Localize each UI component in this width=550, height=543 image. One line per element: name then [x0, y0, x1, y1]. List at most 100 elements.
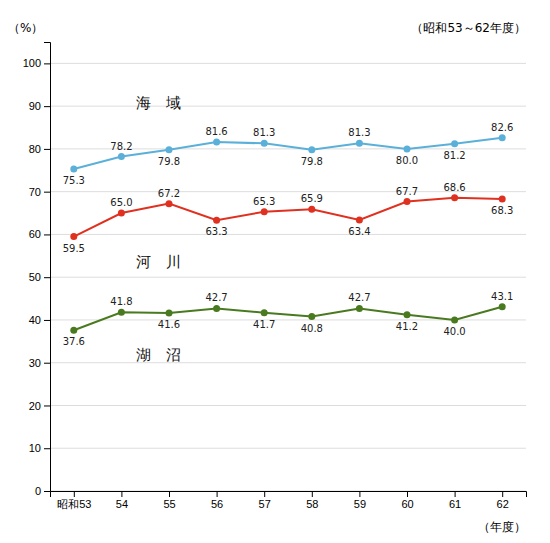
- y-tick-mark: [44, 63, 50, 64]
- point: [404, 145, 411, 152]
- y-tick-mark: [44, 149, 50, 150]
- x-tick: 55: [163, 491, 175, 510]
- point: [404, 198, 411, 205]
- x-tick: 62: [497, 491, 509, 510]
- x-tick: 54: [116, 491, 128, 510]
- subtitle: （昭和53～62年度）: [411, 21, 526, 35]
- data-label: 82.6: [491, 122, 513, 133]
- y-tick: 100: [23, 57, 50, 69]
- point: [356, 305, 363, 312]
- x-tick-mark: [359, 491, 360, 497]
- x-tick-mark: [169, 491, 170, 497]
- data-label: 68.3: [491, 205, 513, 216]
- x-tick-label: 62: [497, 498, 509, 510]
- y-tick: 0: [35, 485, 50, 497]
- data-label: 59.5: [63, 243, 85, 254]
- x-axis: 昭和53 54 55 56 57 58 59 60 61 62: [51, 491, 527, 510]
- data-label: 65.3: [253, 196, 275, 207]
- x-tick-label: 61: [449, 498, 461, 510]
- point: [166, 310, 173, 317]
- data-label: 79.8: [301, 156, 323, 167]
- point: [213, 305, 220, 312]
- marks: [70, 134, 505, 333]
- x-tick-mark: [407, 491, 408, 497]
- y-tick-label: 50: [29, 271, 41, 283]
- data-label: 78.2: [110, 141, 132, 152]
- y-tick-label: 10: [29, 442, 41, 454]
- grid-line: [50, 106, 526, 107]
- y-tick-mark: [44, 448, 50, 449]
- data-label: 65.9: [301, 193, 323, 204]
- data-label: 75.3: [63, 175, 85, 186]
- y-tick: 10: [29, 442, 50, 454]
- x-tick-label: 56: [211, 498, 223, 510]
- x-tick-label: 57: [259, 498, 271, 510]
- y-tick-label: 80: [29, 143, 41, 155]
- y-tick-mark: [44, 363, 50, 364]
- x-tick: 昭和53: [57, 491, 91, 510]
- x-tick-label: 55: [163, 498, 175, 510]
- plot: 昭和53545556575859606162010203040506070809…: [23, 43, 527, 510]
- y-tick-mark: [44, 234, 50, 235]
- data-label: 81.6: [205, 126, 227, 137]
- data-label: 81.3: [348, 127, 370, 138]
- x-tick-label: 59: [354, 498, 366, 510]
- y-axis: 0102030405060708090100: [23, 43, 51, 498]
- data-label: 81.2: [443, 150, 465, 161]
- data-label: 63.3: [205, 226, 227, 237]
- data-label: 65.0: [110, 197, 132, 208]
- y-tick-label: 40: [29, 314, 41, 326]
- y-tick: 90: [29, 100, 50, 112]
- data-label: 41.7: [253, 319, 275, 330]
- y-tick-label: 30: [29, 357, 41, 369]
- data-label: 80.0: [396, 155, 418, 166]
- point: [261, 140, 268, 147]
- x-tick-mark: [217, 491, 218, 497]
- point: [356, 216, 363, 223]
- y-tick-mark: [44, 405, 50, 406]
- grid-line: [50, 405, 526, 406]
- chart: 昭和53545556575859606162010203040506070809…: [0, 0, 550, 543]
- x-tick-mark: [312, 491, 313, 497]
- y-axis-line: [44, 43, 51, 492]
- y-label: （%）: [8, 21, 43, 35]
- y-tick: 40: [29, 314, 50, 326]
- data-label: 41.6: [158, 319, 180, 330]
- x-tick-mark: [502, 491, 503, 497]
- series-line: [74, 307, 502, 331]
- series-line: [74, 138, 502, 169]
- data-label: 40.8: [301, 323, 323, 334]
- point: [166, 146, 173, 153]
- y-tick: 30: [29, 357, 50, 369]
- point: [404, 311, 411, 318]
- data-label: 81.3: [253, 127, 275, 138]
- point: [118, 210, 125, 217]
- y-tick-label: 0: [35, 485, 41, 497]
- grid-line: [50, 63, 526, 64]
- grid: [50, 63, 526, 491]
- series-name: 海 域: [136, 94, 181, 112]
- x-tick-mark: [74, 491, 75, 497]
- x-tick: 61: [449, 491, 461, 510]
- grid-line: [50, 448, 526, 449]
- y-tick: 70: [29, 186, 50, 198]
- x-tick: 58: [306, 491, 318, 510]
- data-label: 42.7: [205, 292, 227, 303]
- data-label: 37.6: [63, 336, 85, 347]
- labels: 75.3 78.2 79.8 81.6 81.3 79.8 81.3 80.0 81.2 82.6…: [63, 94, 514, 364]
- series-name: 湖 沼: [136, 346, 181, 364]
- point: [499, 303, 506, 310]
- x-tick-label: 60: [401, 498, 413, 510]
- data-label: 40.0: [443, 326, 465, 337]
- point: [499, 195, 506, 202]
- data-label: 67.7: [396, 186, 418, 197]
- x-axis-line: [51, 492, 527, 498]
- point: [308, 206, 315, 213]
- data-label: 79.8: [158, 156, 180, 167]
- point: [70, 166, 77, 173]
- y-tick-mark: [44, 106, 50, 107]
- data-label: 67.2: [158, 188, 180, 199]
- point: [213, 217, 220, 224]
- point: [70, 327, 77, 334]
- data-label: 63.4: [348, 226, 370, 237]
